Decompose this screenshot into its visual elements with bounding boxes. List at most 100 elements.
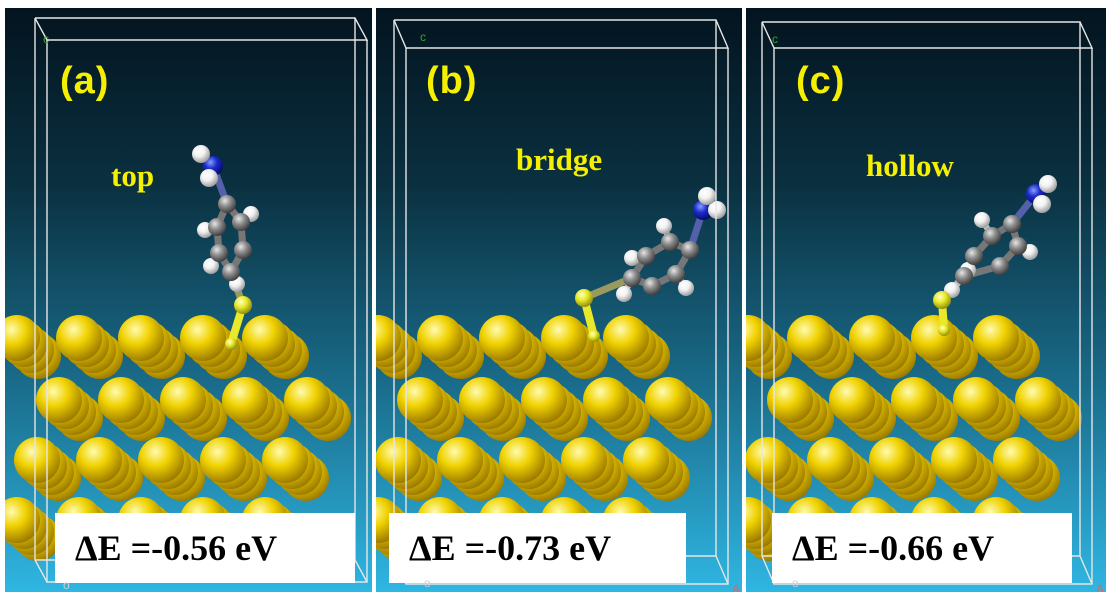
panel-label-a: (a) [60,60,110,102]
cell-edge [761,22,775,585]
hydrogen-atom [708,201,726,219]
gold-atom [746,315,771,361]
unit-cell [761,21,1094,49]
cell-edge [715,20,729,585]
gold-atom [118,315,164,361]
hydrogen-atom [1033,195,1051,213]
hydrogen-atom [1039,175,1057,193]
gold-atom [76,437,122,483]
panel-label-b: (b) [426,60,478,102]
gold-atom [829,377,875,423]
hydrogen-atom [624,250,640,266]
hydrogen-atom [678,280,694,296]
gold-atom [200,437,246,483]
cell-edge [405,48,729,585]
gold-atom [849,315,895,361]
panel-a: (a) top ΔE =-0.56 eV c o [5,8,372,592]
carbon-atom [681,241,699,259]
carbon-atom [1003,215,1021,233]
molecule [933,175,1057,336]
gold-atom [521,377,567,423]
molecule [575,187,726,342]
hydrogen-atom [192,145,210,163]
gold-atom [603,315,649,361]
carbon-atom [643,277,661,295]
energy-box-a: ΔE =-0.56 eV [55,513,355,583]
axis-o-b: o [424,576,431,590]
gold-atom [14,437,60,483]
gold-atom [583,377,629,423]
nitrogen-atom [693,200,713,220]
gold-atom [541,315,587,361]
gold-atom [437,437,483,483]
axis-c-c: c [772,32,778,46]
gold-atom [242,315,288,361]
gold-atom [623,437,669,483]
site-label-b: bridge [516,142,603,177]
unit-cell [393,19,730,49]
axis-c-b: c [420,30,426,44]
carbon-atom [661,233,679,251]
gold-atom [138,437,184,483]
gold-atom [746,437,791,483]
gold-atom [787,315,833,361]
gold-atom [645,377,691,423]
carbon-atom [210,244,228,262]
gold-atom [397,377,443,423]
gold-atom [262,437,308,483]
hydrogen-atom [200,169,218,187]
axis-a-c: A [1096,582,1105,592]
gold-atom [746,497,771,543]
gold-atom [931,437,977,483]
molecule [192,145,259,350]
panel-b: (b) bridge ΔE =-0.73 eV c o A [376,8,742,592]
carbon-atom [218,195,236,213]
gold-atom [459,377,505,423]
gold-atom [869,437,915,483]
hydrogen-atom [974,212,990,228]
cell-edge [393,20,407,585]
cell-edge [1079,22,1093,585]
gold-atom [891,377,937,423]
sulfur-tail [938,324,950,336]
carbon-atom [991,257,1009,275]
carbon-atom [955,267,973,285]
site-label-a: top [111,158,155,193]
gold-atom [376,437,421,483]
gold-atom [417,315,463,361]
gold-atom [5,497,40,543]
energy-box-b: ΔE =-0.73 eV [389,513,686,583]
panel-label-c: (c) [796,60,846,102]
gold-atom [479,315,525,361]
gold-atom [499,437,545,483]
carbon-atom [234,241,252,259]
gold-atom [180,315,226,361]
hydrogen-atom [698,187,716,205]
axis-c-a: c [43,32,49,46]
gold-atom [376,315,401,361]
gold-atom [98,377,144,423]
gold-atom [222,377,268,423]
axis-o-c: o [792,576,799,590]
carbon-atom [222,263,240,281]
gold-atom [767,377,813,423]
cell-edge [34,17,369,41]
cell-edge [773,48,1093,585]
carbon-atom [1009,237,1027,255]
unit-cell [34,17,369,41]
cell-edge [354,18,368,583]
gold-atom [561,437,607,483]
gold-atom [807,437,853,483]
gold-atom [973,315,1019,361]
panel-c: (c) hollow ΔE =-0.66 eV c o A [746,8,1106,592]
gold-atom [911,315,957,361]
carbon-atom [232,213,250,231]
sulfur-tail [225,338,237,350]
gold-atom [160,377,206,423]
gold-atom [993,437,1039,483]
axis-o-a: o [63,578,70,592]
carbon-atom [667,265,685,283]
energy-box-c: ΔE =-0.66 eV [772,513,1072,583]
carbon-atom [965,247,983,265]
sulfur-atom [234,296,252,314]
